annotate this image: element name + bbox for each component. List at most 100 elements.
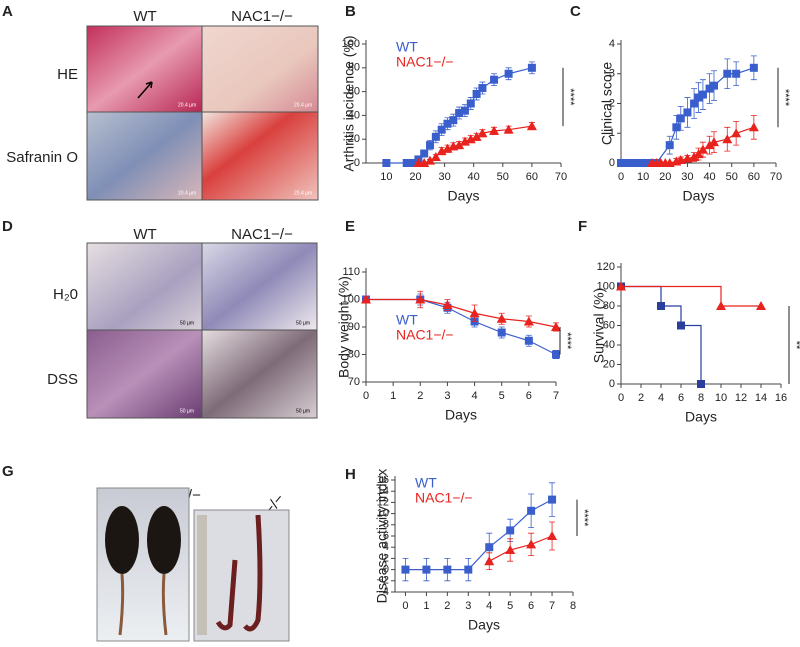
y-tick-label: 110 bbox=[342, 266, 360, 278]
y-axis-label: Survival (%) bbox=[591, 288, 607, 363]
x-tick-label: 40 bbox=[703, 171, 715, 183]
y-tick-label: 14 bbox=[377, 485, 389, 497]
marker bbox=[485, 543, 494, 552]
x-tick-label: 20 bbox=[659, 171, 671, 183]
scale-bar-label: 20.4 µm bbox=[178, 190, 196, 196]
significance-label: **** bbox=[578, 509, 590, 527]
marker bbox=[723, 69, 732, 78]
marker bbox=[401, 565, 410, 574]
marker bbox=[697, 144, 708, 154]
x-axis-label: Days bbox=[685, 409, 717, 425]
y-tick-label: 70 bbox=[348, 376, 360, 388]
y-tick-label: −2 bbox=[376, 575, 389, 587]
y-tick-label: 20 bbox=[603, 358, 615, 370]
y-axis-label: Disease activity index bbox=[374, 469, 390, 604]
marker bbox=[689, 152, 700, 162]
y-tick-label: 10 bbox=[377, 508, 389, 520]
marker bbox=[436, 146, 447, 156]
histology-image bbox=[201, 25, 319, 113]
scale-bar-label: 20.4 µm bbox=[294, 190, 312, 196]
histology-image bbox=[86, 111, 203, 201]
marker bbox=[710, 81, 718, 90]
x-tick-label: 0 bbox=[618, 392, 624, 404]
marker bbox=[506, 526, 515, 535]
x-axis-label: Days bbox=[468, 617, 500, 633]
marker bbox=[634, 159, 643, 167]
legend-entry: NAC1−/− bbox=[396, 327, 454, 343]
marker bbox=[469, 308, 480, 318]
y-axis-label: Arthritis incidence (%) bbox=[341, 35, 357, 171]
marker bbox=[630, 159, 639, 167]
mouse bbox=[105, 506, 139, 574]
y-tick-label: 16 bbox=[377, 474, 389, 486]
colon bbox=[215, 514, 263, 632]
marker bbox=[489, 125, 500, 135]
panel-letter: D bbox=[2, 218, 13, 235]
column-label: WT bbox=[133, 8, 156, 25]
marker bbox=[497, 328, 506, 337]
x-tick-label: 30 bbox=[681, 171, 693, 183]
x-tick-label: 5 bbox=[499, 390, 505, 402]
marker bbox=[465, 134, 476, 144]
column-label: NAC1−/− bbox=[231, 8, 293, 25]
marker bbox=[431, 132, 440, 141]
marker bbox=[524, 336, 533, 345]
x-tick-label: 8 bbox=[570, 600, 576, 612]
marker bbox=[672, 123, 681, 132]
marker bbox=[677, 321, 685, 330]
marker bbox=[665, 141, 674, 150]
y-tick-label: 2 bbox=[609, 97, 615, 109]
marker bbox=[382, 159, 391, 167]
series-line bbox=[488, 535, 553, 562]
y-tick-label: 8 bbox=[383, 519, 389, 531]
significance-label: **** bbox=[564, 88, 576, 106]
x-tick-label: 2 bbox=[417, 390, 423, 402]
marker bbox=[484, 556, 495, 566]
panel-letter: F bbox=[578, 218, 587, 235]
y-tick-label: 80 bbox=[348, 348, 360, 360]
x-tick-label: 0 bbox=[618, 171, 624, 183]
x-axis-label: Days bbox=[683, 188, 715, 204]
histology-image bbox=[86, 329, 203, 419]
marker bbox=[408, 159, 417, 167]
tail bbox=[118, 573, 168, 636]
marker bbox=[705, 84, 714, 93]
x-tick-label: 20 bbox=[409, 171, 421, 183]
marker bbox=[756, 301, 766, 310]
marker bbox=[472, 89, 481, 98]
histology-image bbox=[201, 111, 319, 201]
x-tick-label: 6 bbox=[678, 392, 684, 404]
marker bbox=[698, 90, 707, 99]
series-line bbox=[621, 285, 761, 307]
marker bbox=[526, 539, 537, 549]
row-label: HE bbox=[57, 66, 78, 83]
x-tick-label: 4 bbox=[658, 392, 664, 404]
marker bbox=[425, 155, 436, 165]
marker bbox=[548, 495, 557, 504]
x-tick-label: 6 bbox=[528, 600, 534, 612]
marker bbox=[478, 84, 487, 93]
x-tick-label: 12 bbox=[735, 392, 747, 404]
x-axis-label: Days bbox=[448, 188, 480, 204]
colon-photo bbox=[193, 509, 290, 642]
x-tick-label: 6 bbox=[526, 390, 532, 402]
marker bbox=[503, 124, 514, 134]
marker bbox=[496, 313, 507, 323]
y-tick-label: 100 bbox=[597, 280, 615, 292]
arrow bbox=[137, 81, 153, 99]
x-tick-label: 3 bbox=[444, 390, 450, 402]
x-tick-label: 50 bbox=[497, 171, 509, 183]
x-tick-label: 70 bbox=[555, 171, 567, 183]
x-tick-label: 10 bbox=[715, 392, 727, 404]
marker bbox=[709, 137, 719, 147]
x-tick-label: 0 bbox=[402, 600, 408, 612]
marker bbox=[454, 140, 465, 150]
scale-bar-label: 20.4 µm bbox=[294, 102, 312, 108]
x-tick-label: 5 bbox=[507, 600, 513, 612]
x-tick-label: 10 bbox=[637, 171, 649, 183]
legend-entry: WT bbox=[396, 39, 418, 55]
marker bbox=[442, 143, 453, 153]
histology-image bbox=[201, 242, 318, 331]
y-tick-label: 90 bbox=[348, 321, 360, 333]
marker bbox=[748, 122, 759, 132]
